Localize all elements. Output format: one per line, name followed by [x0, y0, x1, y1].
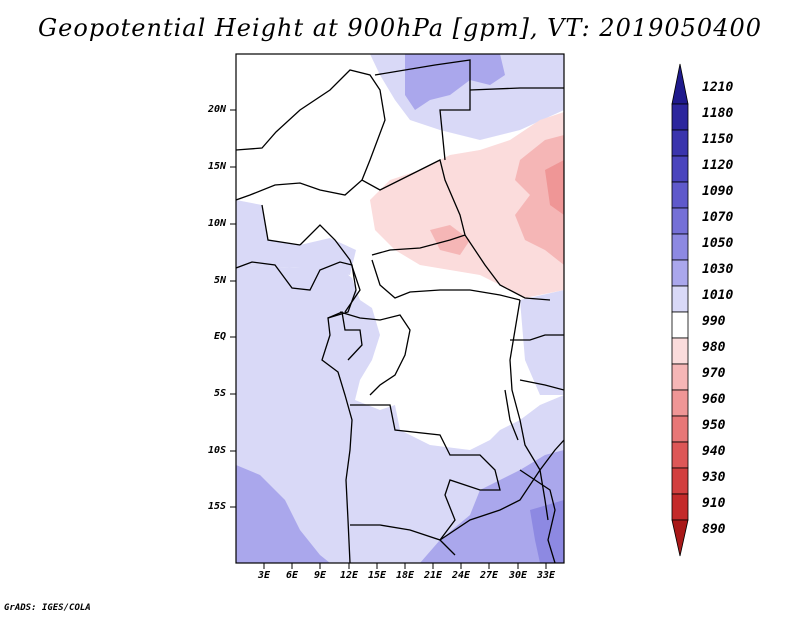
colorbar-cell: [671, 129, 689, 157]
colorbar-cell: [671, 493, 689, 521]
colorbar-label: 1180: [702, 106, 734, 121]
colorbar-label: 990: [702, 314, 726, 329]
contour-980-northeast: [370, 112, 564, 298]
colorbar-label: 930: [702, 470, 726, 485]
colorbar-cell: [671, 181, 689, 209]
colorbar-cell: [671, 155, 689, 183]
border-angola: [350, 404, 501, 541]
border-cameroon: [299, 224, 361, 313]
x-label-3e: 3E: [257, 570, 271, 581]
x-label-21e: 21E: [423, 570, 443, 581]
border-sahel: [236, 159, 466, 236]
border-zambia: [439, 439, 564, 541]
border-drc-north: [371, 259, 521, 301]
y-label-15n: 15N: [207, 161, 226, 172]
border-uganda-kenya: [510, 334, 564, 341]
contour-1030-southwest: [236, 465, 330, 563]
border-nigeria: [261, 204, 301, 246]
map-frame: [235, 53, 565, 564]
colorbar-cell: [671, 467, 689, 495]
contour-1050-southeast: [530, 500, 564, 563]
colorbar-label: 970: [702, 366, 726, 381]
colorbar-cell-top: [671, 63, 689, 105]
border-car: [371, 234, 551, 301]
border-gabon: [327, 311, 363, 361]
colorbar-cell: [671, 285, 689, 313]
contour-1030-north: [405, 54, 505, 110]
credit-text: GrADS: IGES/COLA: [4, 603, 91, 613]
y-label-10n: 10N: [207, 218, 226, 229]
x-label-9e: 9E: [313, 570, 327, 581]
coastline-west-africa: [236, 261, 357, 563]
colorbar-cell: [671, 415, 689, 443]
colorbar-cell: [671, 207, 689, 235]
colorbar-label: 950: [702, 418, 726, 433]
colorbar-cell: [671, 311, 689, 339]
y-label-15s: 15S: [207, 501, 226, 512]
x-label-15e: 15E: [367, 570, 387, 581]
border-namibia: [350, 524, 456, 556]
y-label-10s: 10S: [207, 445, 226, 456]
border-sudan: [469, 87, 564, 91]
colorbar-cell: [671, 259, 689, 287]
colorbar-label: 980: [702, 340, 726, 355]
border-tanzania: [519, 379, 564, 391]
borders-layer: [236, 59, 564, 563]
field-layer: [236, 54, 564, 563]
contour-1030-southeast: [420, 450, 564, 563]
lake-tanganyika: [504, 389, 519, 441]
border-drc-east: [509, 299, 541, 471]
colorbar-label: 1090: [702, 184, 734, 199]
colorbar-label: 1050: [702, 236, 734, 251]
colorbar-cell: [671, 389, 689, 417]
colorbar-cell: [671, 103, 689, 131]
colorbar-cell: [671, 441, 689, 469]
x-label-18e: 18E: [395, 570, 415, 581]
map-title: Geopotential Height at 900hPa [gpm], VT:…: [38, 14, 762, 42]
colorbar-cell: [671, 363, 689, 391]
colorbar-label: 1150: [702, 132, 734, 147]
colorbar: [671, 63, 689, 557]
x-ticks: [263, 563, 547, 569]
x-label-33e: 33E: [536, 570, 556, 581]
colorbar-label: 1120: [702, 158, 734, 173]
x-label-24e: 24E: [451, 570, 471, 581]
contour-1010-south: [236, 260, 564, 563]
x-label-12e: 12E: [339, 570, 359, 581]
x-label-30e: 30E: [508, 570, 528, 581]
border-sahara: [236, 69, 386, 181]
border-chad: [374, 59, 471, 161]
colorbar-cell: [671, 233, 689, 261]
colorbar-label: 1010: [702, 288, 734, 303]
y-label-20n: 20N: [207, 104, 226, 115]
colorbar-label: 1030: [702, 262, 734, 277]
y-label-5s: 5S: [213, 388, 226, 399]
contour-1010-east: [520, 290, 564, 395]
colorbar-label: 890: [702, 522, 726, 537]
colorbar-label: 1210: [702, 80, 734, 95]
x-label-27e: 27E: [479, 570, 499, 581]
y-label-eq: EQ: [213, 331, 226, 342]
colorbar-cell: [671, 337, 689, 365]
lake-malawi: [539, 469, 549, 521]
colorbar-label: 910: [702, 496, 726, 511]
colorbar-label: 940: [702, 444, 726, 459]
colorbar-label: 960: [702, 392, 726, 407]
y-label-5n: 5N: [213, 275, 226, 286]
y-ticks: [230, 109, 236, 508]
contour-1010-west: [236, 200, 356, 275]
border-mozambique: [519, 469, 556, 563]
border-congo: [339, 311, 411, 396]
x-label-6e: 6E: [285, 570, 299, 581]
colorbar-label: 1070: [702, 210, 734, 225]
colorbar-cell-bottom: [671, 519, 689, 557]
contour-960-east: [545, 160, 564, 215]
